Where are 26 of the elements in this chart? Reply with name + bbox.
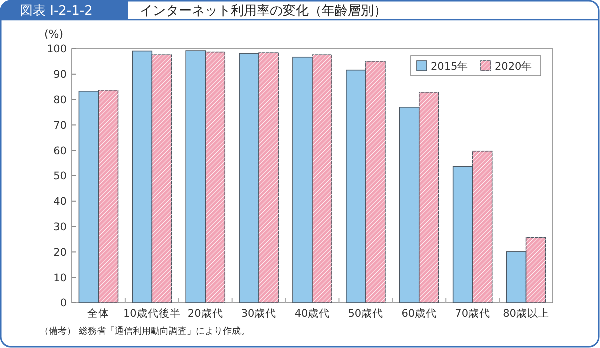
y-axis-title: (%) [44,28,64,41]
y-tick-label: 40 [54,196,67,208]
x-tick-label: 40歳代 [294,307,330,320]
y-tick-label: 70 [54,120,67,132]
y-tick-label: 50 [54,170,67,183]
y-tick-label: 30 [54,221,67,234]
x-tick-label: 50歳代 [348,307,384,320]
x-tick-label: 20歳代 [188,307,224,320]
x-tick-label: 10歳代後半 [123,307,181,320]
y-tick-label: 0 [60,298,67,310]
x-tick-label: 30歳代 [241,307,277,320]
y-tick-label: 60 [54,145,67,158]
text: （備考） 総務省「通信利用動向調査」により作成。 [40,326,250,337]
y-tick-label: 10 [54,272,67,284]
x-tick-label: 70歳代 [455,307,491,320]
chart-subtitle: 図表 I-2-1-2 [20,4,93,19]
x-tick-label: 全体 [88,308,110,320]
chart-title: インターネット利用率の変化（年齢層別） [140,3,387,19]
x-tick-label: 80歳以上 [503,307,550,320]
y-tick-label: 20 [54,246,67,259]
y-tick-label: 80 [54,94,67,106]
legend-label: 2015年 [431,61,469,73]
legend-label: 2020年 [495,61,533,73]
y-tick-label: 90 [54,69,67,82]
y-tick-label: 100 [46,44,67,56]
x-tick-label: 60歳代 [402,307,438,320]
